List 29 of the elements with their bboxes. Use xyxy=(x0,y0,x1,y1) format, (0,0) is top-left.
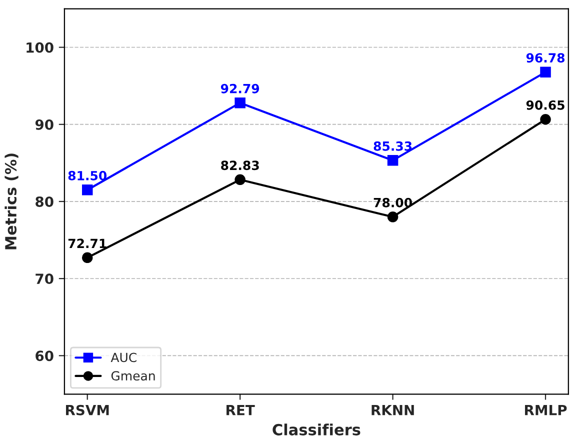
x-tick-label: RKNN xyxy=(372,405,414,416)
y-tick-label: 100 xyxy=(26,42,54,53)
point xyxy=(387,212,398,222)
point xyxy=(540,66,551,78)
data-label: 96.78 xyxy=(526,53,565,63)
data-label: 78.00 xyxy=(374,198,412,208)
y-tick-label: 80 xyxy=(36,196,54,207)
y-tick-label: 70 xyxy=(36,274,54,284)
y-tick-label: 60 xyxy=(36,350,54,362)
x-tick-label: RMLP xyxy=(525,405,567,416)
y-axis-title: Metrics (%) xyxy=(4,154,18,250)
point xyxy=(82,184,93,196)
point xyxy=(82,252,93,264)
data-label: 81.50 xyxy=(68,170,107,180)
legend-label: AUC xyxy=(110,352,136,362)
x-tick-label: RET xyxy=(226,405,255,416)
point xyxy=(387,155,398,166)
y-tick-label: 90 xyxy=(35,119,54,130)
data-label: 90.65 xyxy=(526,100,564,110)
data-label: 85.33 xyxy=(374,141,412,151)
data-label: 92.79 xyxy=(220,84,260,94)
x-tick-label: RSVM xyxy=(66,404,109,416)
point xyxy=(540,114,551,125)
x-axis-title: Classifiers xyxy=(272,424,360,436)
data-label: 72.71 xyxy=(68,238,106,248)
point xyxy=(234,98,246,108)
point xyxy=(234,174,246,186)
legend-label: Gmean xyxy=(111,371,155,381)
data-label: 82.83 xyxy=(221,160,259,170)
